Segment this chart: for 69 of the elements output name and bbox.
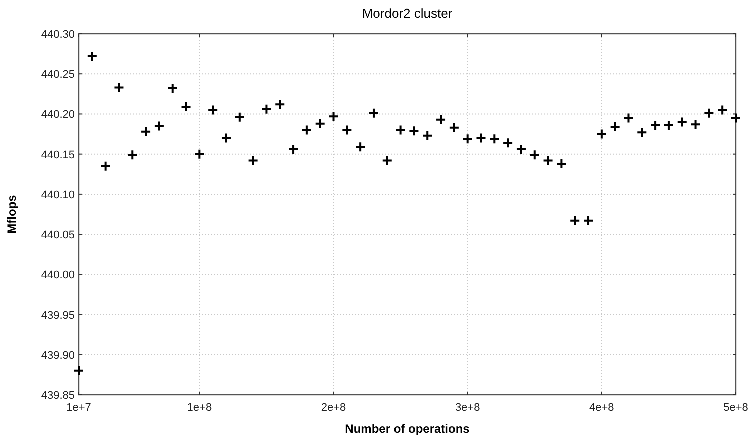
point [610, 122, 621, 133]
point [436, 114, 447, 126]
point [529, 150, 540, 161]
point [556, 158, 568, 170]
point [261, 104, 272, 115]
point [234, 112, 246, 123]
y-tick-label: 440.00 [41, 270, 75, 282]
y-tick-label: 439.90 [41, 350, 75, 362]
y-tick-label: 440.20 [41, 109, 75, 122]
point [114, 82, 125, 94]
point [314, 118, 326, 130]
point [690, 119, 702, 130]
x-tick-label: 1e+7 [66, 402, 92, 414]
point [596, 128, 608, 140]
point [140, 126, 152, 138]
point [368, 108, 380, 119]
point [476, 132, 487, 144]
point [570, 215, 581, 226]
point [676, 116, 688, 128]
y-tick-label: 440.15 [41, 149, 75, 162]
point [248, 155, 259, 166]
y-tick-label: 440.25 [41, 69, 75, 82]
point [516, 144, 527, 156]
y-tick-label: 439.95 [41, 310, 75, 322]
point [288, 144, 300, 156]
y-tick-label: 440.05 [41, 230, 75, 242]
point [328, 111, 340, 122]
point [382, 155, 393, 166]
point [422, 130, 434, 142]
x-tick-label: 5e+8 [724, 402, 748, 414]
point [395, 124, 406, 136]
point [623, 112, 634, 124]
point [663, 120, 674, 131]
y-tick-label: 440.30 [41, 29, 75, 41]
point [74, 365, 84, 376]
point [100, 160, 112, 172]
point [194, 148, 206, 160]
point [167, 83, 178, 94]
point [274, 99, 286, 110]
x-tick-label: 2e+8 [321, 402, 346, 414]
chart-title: Mordor2 cluster [362, 6, 454, 21]
point [86, 50, 98, 62]
point [502, 138, 514, 149]
point [489, 134, 500, 145]
point [583, 215, 594, 226]
x-tick-label: 3e+8 [455, 402, 480, 414]
point [408, 126, 420, 137]
point [301, 124, 312, 136]
point [342, 124, 353, 136]
point [717, 104, 728, 116]
y-axis-title: Mflops [5, 194, 19, 234]
y-tick-label: 439.85 [41, 390, 75, 402]
point [636, 127, 648, 138]
point [355, 142, 366, 153]
point [127, 150, 138, 161]
point [180, 102, 192, 112]
point [730, 112, 742, 124]
point [542, 155, 554, 166]
x-tick-label: 1e+8 [187, 402, 212, 414]
x-axis-title: Number of operations [345, 422, 470, 436]
point [650, 120, 662, 131]
point [208, 104, 219, 116]
point [704, 108, 715, 119]
x-tick-label: 4e+8 [590, 402, 614, 414]
point [220, 132, 232, 144]
point [448, 122, 460, 134]
y-tick-label: 440.10 [41, 189, 75, 202]
point [154, 120, 165, 132]
point [462, 134, 474, 145]
